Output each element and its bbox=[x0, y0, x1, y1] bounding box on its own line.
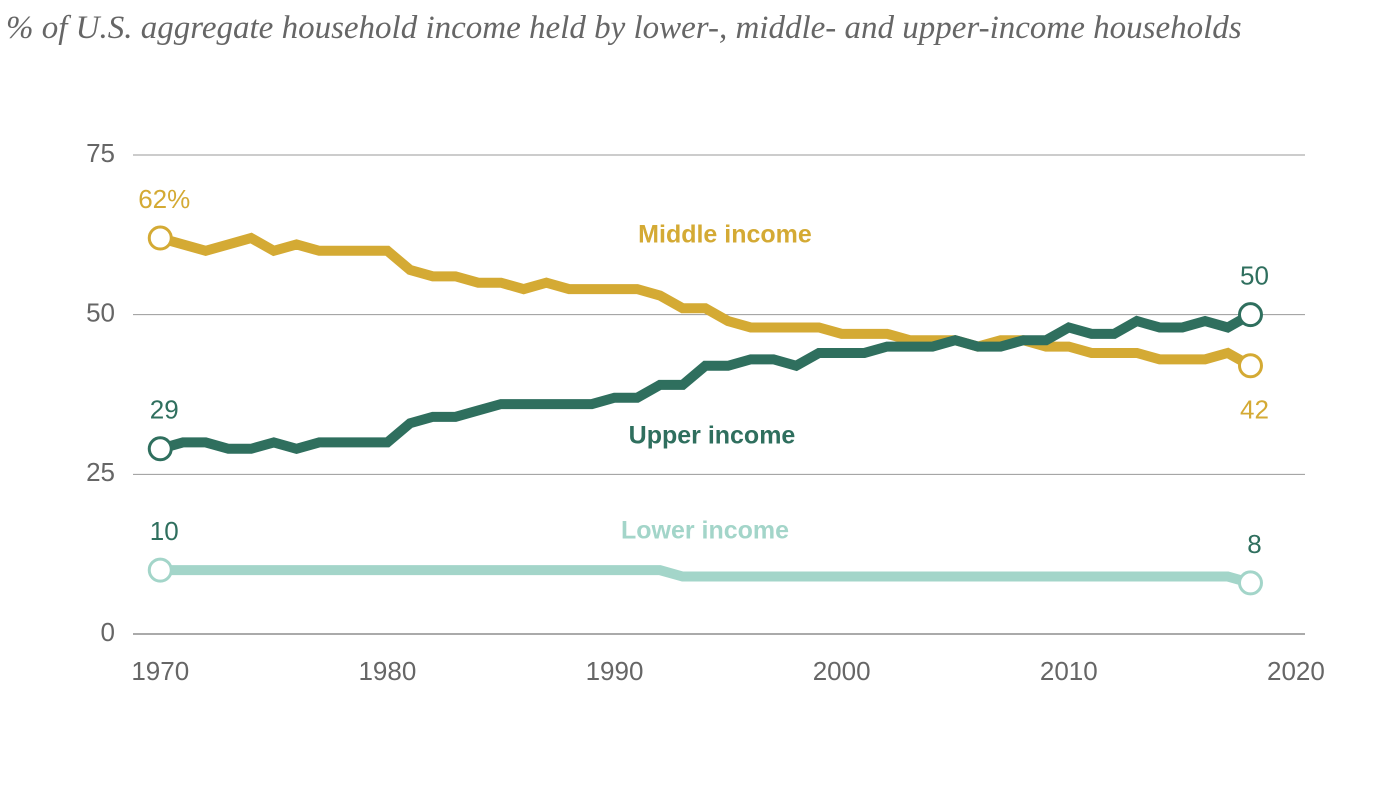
x-tick-label: 1990 bbox=[586, 656, 644, 686]
series-label: Middle income bbox=[638, 221, 812, 249]
y-tick-label: 50 bbox=[86, 298, 115, 328]
data-label: 10 bbox=[150, 516, 179, 546]
x-tick-label: 2010 bbox=[1040, 656, 1098, 686]
end-point bbox=[147, 436, 173, 462]
end-point bbox=[147, 557, 173, 583]
x-tick-label: 2000 bbox=[813, 656, 871, 686]
data-label: 8 bbox=[1247, 529, 1261, 559]
end-point bbox=[1237, 302, 1263, 328]
data-label: 42 bbox=[1240, 395, 1269, 425]
y-tick-label: 75 bbox=[86, 138, 115, 168]
end-point bbox=[1237, 353, 1263, 379]
data-label: 62% bbox=[138, 184, 190, 214]
end-point bbox=[147, 225, 173, 251]
y-tick-label: 0 bbox=[101, 617, 115, 647]
end-point bbox=[1237, 570, 1263, 596]
series-label: Upper income bbox=[629, 422, 796, 450]
series-label: Lower income bbox=[621, 517, 789, 545]
x-tick-label: 1970 bbox=[131, 656, 189, 686]
series-line bbox=[158, 310, 1253, 454]
data-label: 50 bbox=[1240, 261, 1269, 291]
series-line bbox=[158, 232, 1253, 371]
x-tick-label: 2020 bbox=[1267, 656, 1325, 686]
series-line bbox=[160, 565, 1252, 588]
chart-title: % of U.S. aggregate household income hel… bbox=[6, 10, 1242, 46]
x-tick-label: 1980 bbox=[358, 656, 416, 686]
data-label: 29 bbox=[150, 395, 179, 425]
y-tick-label: 25 bbox=[86, 457, 115, 487]
